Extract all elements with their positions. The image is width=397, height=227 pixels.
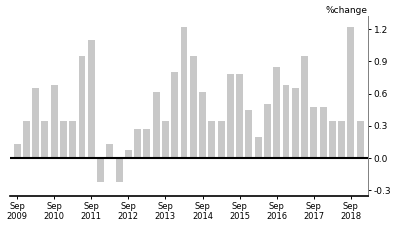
Bar [60, 121, 67, 158]
Bar [310, 107, 317, 158]
Bar [13, 144, 21, 158]
Bar [190, 56, 197, 158]
Bar [283, 85, 289, 158]
Bar [32, 88, 39, 158]
Bar [208, 121, 215, 158]
Bar [264, 104, 271, 158]
Bar [79, 56, 85, 158]
Bar [171, 72, 178, 158]
Bar [134, 129, 141, 158]
Bar [162, 121, 169, 158]
Bar [273, 67, 280, 158]
Bar [292, 88, 299, 158]
Bar [125, 150, 132, 158]
Bar [338, 121, 345, 158]
Bar [301, 56, 308, 158]
Bar [97, 158, 104, 182]
Bar [218, 121, 225, 158]
Bar [199, 91, 206, 158]
Bar [236, 74, 243, 158]
Bar [143, 129, 150, 158]
Bar [245, 110, 252, 158]
Bar [51, 85, 58, 158]
Bar [88, 40, 95, 158]
Bar [320, 107, 327, 158]
Bar [347, 27, 355, 158]
Bar [329, 121, 336, 158]
Bar [153, 91, 160, 158]
Bar [23, 121, 30, 158]
Bar [106, 144, 113, 158]
Bar [69, 121, 76, 158]
Bar [181, 27, 187, 158]
Bar [357, 121, 364, 158]
Text: %change: %change [326, 5, 368, 15]
Bar [116, 158, 123, 182]
Bar [41, 121, 48, 158]
Bar [227, 74, 234, 158]
Bar [255, 137, 262, 158]
